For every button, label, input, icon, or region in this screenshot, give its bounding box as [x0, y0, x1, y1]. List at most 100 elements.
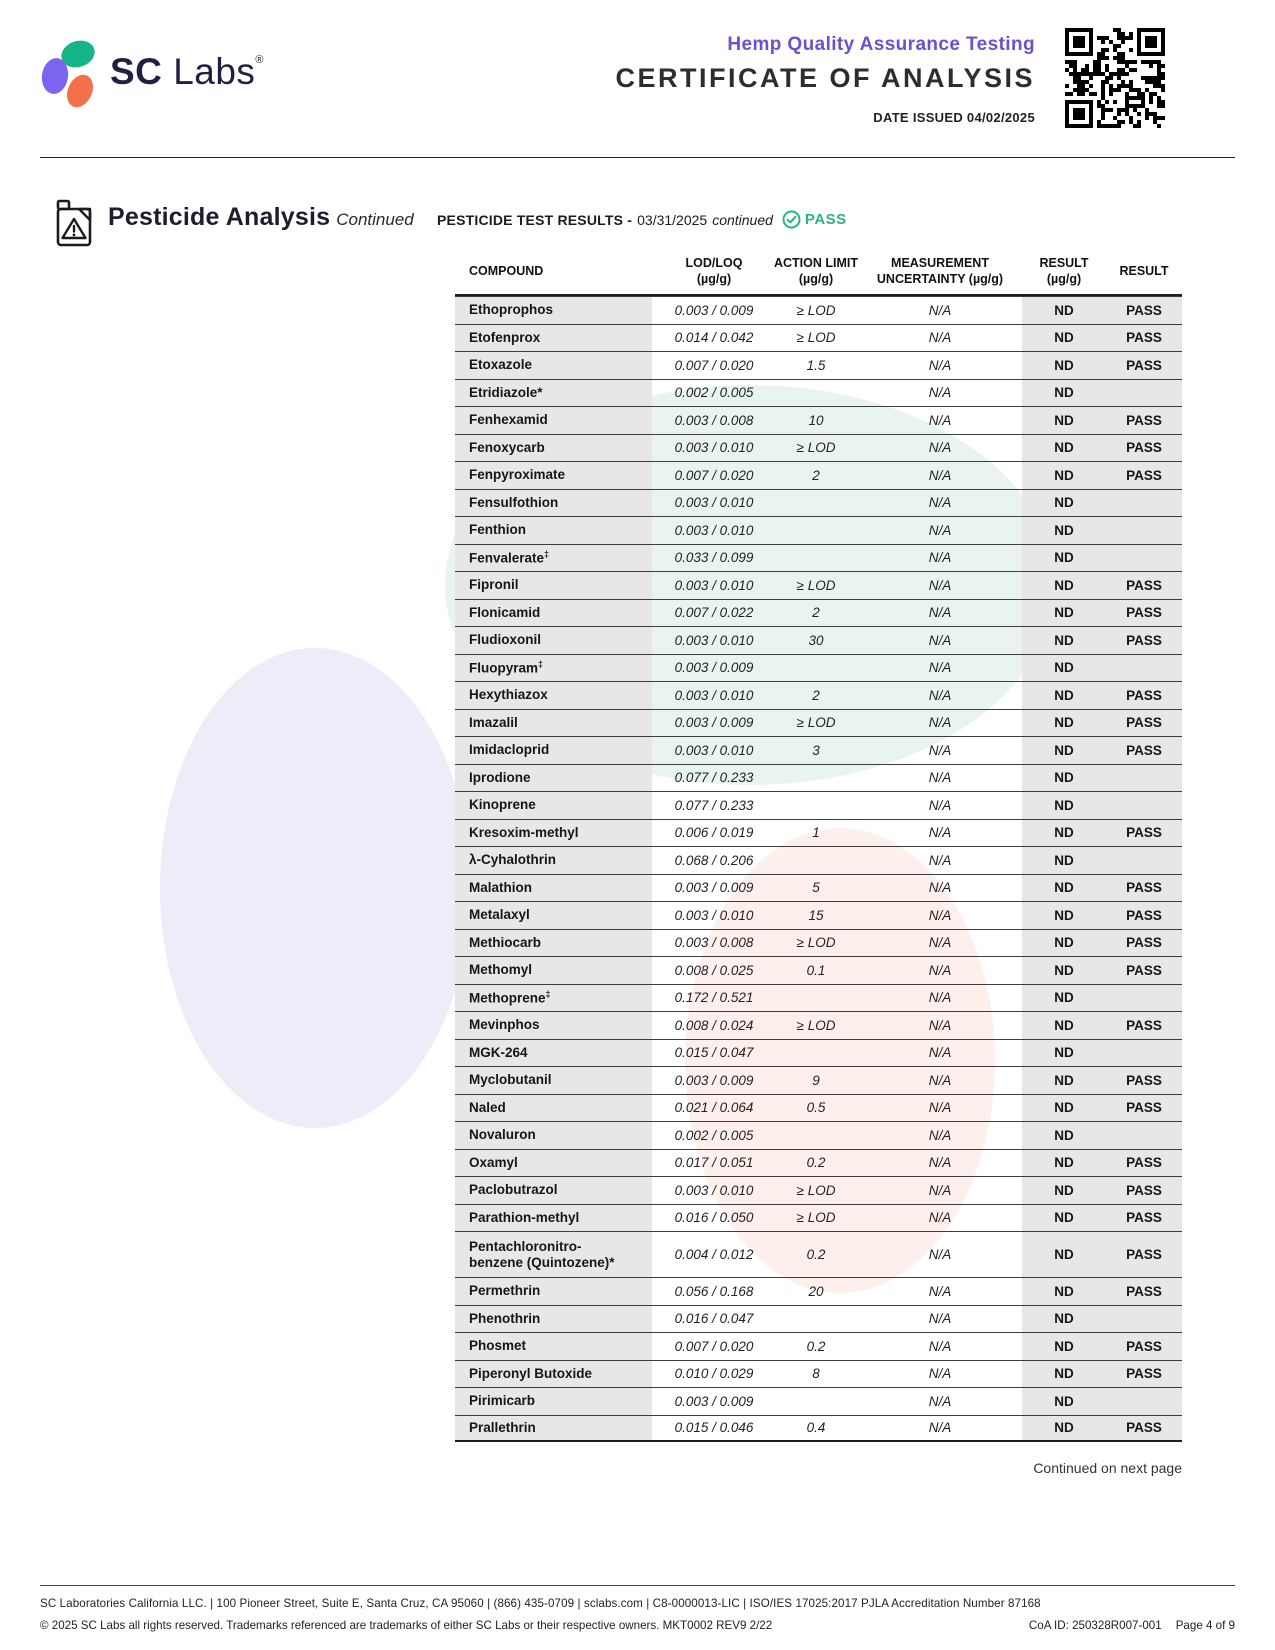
uncertainty-cell: N/A	[928, 852, 952, 868]
compound-cell: Imazalil	[455, 709, 652, 736]
lodloq-cell: 0.016 / 0.047	[674, 1311, 754, 1327]
result-cell: ND	[1022, 984, 1106, 1011]
uncertainty-cell: N/A	[928, 1420, 952, 1436]
uncertainty-cell: N/A	[928, 550, 952, 566]
lodloq-cell: 0.033 / 0.099	[674, 550, 754, 566]
compound-cell: Ethoprophos	[455, 297, 652, 324]
sc-labs-wordmark: SC Labs®	[110, 51, 265, 92]
compound-cell: Flonicamid	[455, 599, 652, 626]
compound-cell: Pirimicarb	[455, 1388, 652, 1415]
result-cell: ND	[1022, 572, 1106, 599]
action-limit-cell: ≥ LOD	[796, 577, 836, 593]
status-cell: PASS	[1106, 682, 1182, 709]
status-cell: PASS	[1106, 462, 1182, 489]
status-cell: PASS	[1106, 1278, 1182, 1305]
uncertainty-cell: N/A	[928, 1045, 952, 1061]
overall-status-text: PASS	[804, 211, 847, 228]
compound-cell: Piperonyl Butoxide	[455, 1360, 652, 1387]
uncertainty-cell: N/A	[928, 687, 952, 703]
compound-cell: Etoxazole	[455, 352, 652, 379]
action-limit-cell: 9	[812, 1072, 820, 1088]
table-row: Mevinphos 0.008 / 0.024 ≥ LOD N/A ND PAS…	[455, 1011, 1182, 1039]
uncertainty-cell: N/A	[928, 357, 952, 373]
lodloq-cell: 0.007 / 0.020	[674, 357, 754, 373]
result-cell: ND	[1022, 627, 1106, 654]
table-row: Kresoxim-methyl 0.006 / 0.019 1 N/A ND P…	[455, 818, 1182, 846]
status-cell: PASS	[1106, 1415, 1182, 1440]
uncertainty-cell: N/A	[928, 632, 952, 648]
result-cell: ND	[1022, 407, 1106, 434]
status-cell: PASS	[1106, 957, 1182, 984]
lodloq-cell: 0.068 / 0.206	[674, 852, 754, 868]
status-cell: PASS	[1106, 737, 1182, 764]
lodloq-cell: 0.014 / 0.042	[674, 330, 754, 346]
status-cell	[1106, 517, 1182, 544]
table-row: Pirimicarb 0.003 / 0.009 N/A ND	[455, 1387, 1182, 1415]
uncertainty-cell: N/A	[928, 440, 952, 456]
action-limit-cell: ≥ LOD	[796, 302, 836, 318]
pesticide-table-header: COMPOUND LOD/LOQ (µg/g) ACTION LIMIT (µg/g…	[455, 250, 1182, 296]
action-limit-cell: ≥ LOD	[796, 1182, 836, 1198]
table-row: Fluopyram‡ 0.003 / 0.009 N/A ND	[455, 653, 1182, 681]
uncertainty-cell: N/A	[928, 715, 952, 731]
uncertainty-cell: N/A	[928, 1127, 952, 1143]
lodloq-cell: 0.002 / 0.005	[674, 385, 754, 401]
table-row: Naled 0.021 / 0.064 0.5 N/A ND PASS	[455, 1093, 1182, 1121]
uncertainty-cell: N/A	[928, 302, 952, 318]
status-cell: PASS	[1106, 572, 1182, 599]
action-limit-cell: 3	[812, 742, 820, 758]
lodloq-cell: 0.016 / 0.050	[674, 1210, 754, 1226]
results-heading: PESTICIDE TEST RESULTS - 03/31/2025 cont…	[437, 210, 847, 229]
action-limit-cell: ≥ LOD	[796, 715, 836, 731]
result-cell: ND	[1022, 1333, 1106, 1360]
results-label: PESTICIDE TEST RESULTS -	[437, 211, 633, 228]
compound-cell: λ-Cyhalothrin	[455, 847, 652, 874]
result-cell: ND	[1022, 847, 1106, 874]
action-limit-cell: 8	[812, 1366, 820, 1382]
compound-cell: Methoprene‡	[455, 984, 652, 1011]
action-limit-cell: 0.2	[806, 1338, 826, 1354]
result-cell: ND	[1022, 297, 1106, 324]
result-cell: ND	[1022, 1149, 1106, 1176]
result-cell: ND	[1022, 1278, 1106, 1305]
results-date: 03/31/2025	[637, 211, 708, 228]
compound-cell: Etridiazole*	[455, 379, 652, 406]
status-cell	[1106, 489, 1182, 516]
lodloq-cell: 0.003 / 0.010	[674, 687, 754, 703]
uncertainty-cell: N/A	[928, 1338, 952, 1354]
table-row: Kinoprene 0.077 / 0.233 N/A ND	[455, 791, 1182, 819]
lodloq-cell: 0.007 / 0.022	[674, 605, 754, 621]
col-header-lodloq: LOD/LOQ (µg/g)	[685, 256, 743, 286]
decor-blob-pink	[685, 828, 995, 1293]
col-header-action-limit: ACTION LIMIT (µg/g)	[773, 256, 858, 286]
table-row: Ethoprophos 0.003 / 0.009 ≥ LOD N/A ND P…	[455, 296, 1182, 324]
uncertainty-cell: N/A	[928, 385, 952, 401]
table-row: Novaluron 0.002 / 0.005 N/A ND	[455, 1121, 1182, 1149]
table-row: Fenpyroximate 0.007 / 0.020 2 N/A ND PAS…	[455, 461, 1182, 489]
table-row: MGK-264 0.015 / 0.047 N/A ND	[455, 1038, 1182, 1066]
uncertainty-cell: N/A	[928, 770, 952, 786]
uncertainty-cell: N/A	[928, 825, 952, 841]
table-row: Fenvalerate‡ 0.033 / 0.099 N/A ND	[455, 543, 1182, 571]
action-limit-cell: 20	[808, 1283, 824, 1299]
uncertainty-cell: N/A	[928, 1283, 952, 1299]
result-cell: ND	[1022, 352, 1106, 379]
compound-cell: Phosmet	[455, 1333, 652, 1360]
uncertainty-cell: N/A	[928, 330, 952, 346]
status-cell: PASS	[1106, 407, 1182, 434]
uncertainty-cell: N/A	[928, 412, 952, 428]
qr-code	[1065, 28, 1165, 128]
uncertainty-cell: N/A	[928, 880, 952, 896]
decor-blob-purple	[160, 648, 470, 1128]
status-cell: PASS	[1106, 1360, 1182, 1387]
lodloq-cell: 0.003 / 0.010	[674, 1182, 754, 1198]
compound-cell: Hexythiazox	[455, 682, 652, 709]
result-cell: ND	[1022, 1012, 1106, 1039]
continued-note: Continued on next page	[1033, 1460, 1182, 1476]
status-cell: PASS	[1106, 874, 1182, 901]
table-row: Etridiazole* 0.002 / 0.005 N/A ND	[455, 378, 1182, 406]
uncertainty-cell: N/A	[928, 577, 952, 593]
status-cell: PASS	[1106, 929, 1182, 956]
compound-cell: Mevinphos	[455, 1012, 652, 1039]
uncertainty-cell: N/A	[928, 742, 952, 758]
